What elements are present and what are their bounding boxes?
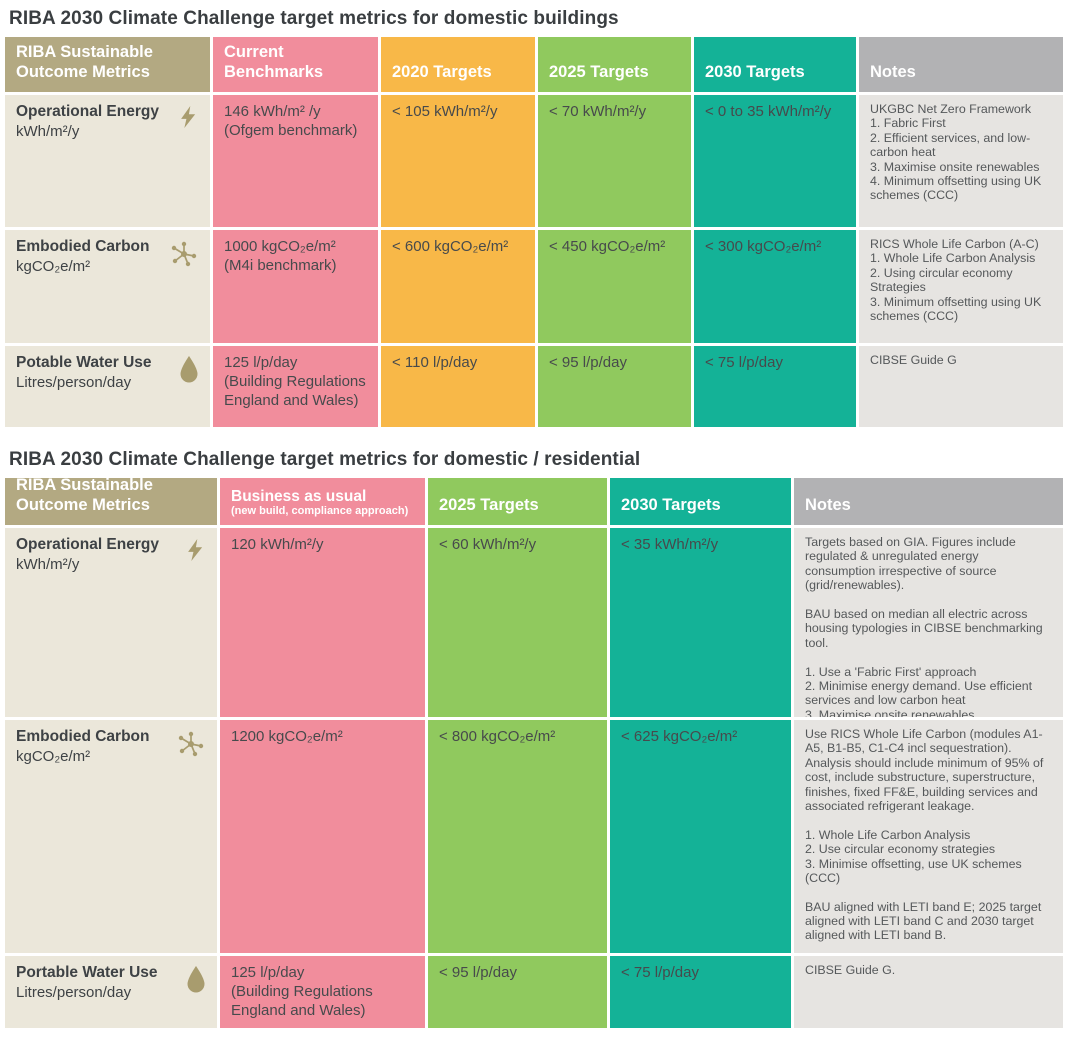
t1r0-2025-target-cell: < 70 kWh/m²/y: [538, 95, 691, 227]
t1-header-2030-targets: 2030 Targets: [694, 37, 856, 92]
metric-name: Operational Energy: [16, 536, 159, 553]
t1r0-benchmark-cell: 146 kWh/m² /y (Ofgem benchmark): [213, 95, 378, 227]
metric-unit: kWh/m²/y: [16, 555, 80, 573]
t2r2-2025-target-cell: < 95 l/p/day: [428, 956, 607, 1028]
t1r1-2025-target-cell: < 450 kgCO₂e/m²: [538, 230, 691, 343]
metric-name: Potable Water Use: [16, 354, 152, 371]
t1-header-metrics: RIBA Sustainable Outcome Metrics: [5, 37, 210, 92]
t2r2-2030-target-cell: < 75 l/p/day: [610, 956, 791, 1028]
t1-header-benchmarks: Current Benchmarks: [213, 37, 378, 92]
t1r1-2030-target-cell: < 300 kgCO₂e/m²: [694, 230, 856, 343]
t2r0-2030-target-cell: < 35 kWh/m²/y: [610, 528, 791, 717]
table-domestic-residential: RIBA Sustainable Outcome Metrics Busines…: [5, 478, 1063, 1028]
t2r2-bau-cell: 125 l/p/day (Building Regulations Englan…: [220, 956, 425, 1028]
t2r0-notes-cell: Targets based on GIA. Figures include re…: [794, 528, 1063, 717]
t2r1-metric-cell: Embodied Carbon kgCO₂e/m²: [5, 720, 217, 953]
t2-header-2025-targets: 2025 Targets: [428, 478, 607, 525]
metric-unit: kgCO₂e/m²: [16, 747, 91, 765]
t1r2-benchmark-cell: 125 l/p/day (Building Regulations Englan…: [213, 346, 378, 427]
t1r0-2020-target-cell: < 105 kWh/m²/y: [381, 95, 535, 227]
t1-header-notes: Notes: [859, 37, 1063, 92]
t1r2-metric-cell: Potable Water Use Litres/person/day: [5, 346, 210, 427]
t2-header-business-as-usual: Business as usual (new build, compliance…: [220, 478, 425, 525]
water-drop-icon: [186, 965, 206, 998]
metric-unit: Litres/person/day: [16, 983, 132, 1001]
metric-unit: Litres/person/day: [16, 373, 132, 391]
t1r0-metric-cell: Operational Energy kWh/m²/y: [5, 95, 210, 227]
t1-header-2025-targets: 2025 Targets: [538, 37, 691, 92]
table1-title: RIBA 2030 Climate Challenge target metri…: [9, 8, 619, 29]
t1r1-metric-cell: Embodied Carbon kgCO₂e/m²: [5, 230, 210, 343]
metric-name: Portable Water Use: [16, 964, 158, 981]
t2-header-2030-targets: 2030 Targets: [610, 478, 791, 525]
t2r1-2025-target-cell: < 800 kgCO₂e/m²: [428, 720, 607, 953]
lightning-icon: [184, 537, 206, 568]
t2r2-metric-cell: Portable Water Use Litres/person/day: [5, 956, 217, 1028]
lightning-icon: [177, 104, 199, 135]
molecule-icon: [176, 729, 206, 764]
t1r0-2030-target-cell: < 0 to 35 kWh/m²/y: [694, 95, 856, 227]
t2-header-metrics: RIBA Sustainable Outcome Metrics: [5, 478, 217, 525]
t1r0-notes-cell: UKGBC Net Zero Framework 1. Fabric First…: [859, 95, 1063, 227]
table2-title: RIBA 2030 Climate Challenge target metri…: [9, 449, 641, 470]
t2r0-metric-cell: Operational Energy kWh/m²/y: [5, 528, 217, 717]
metric-unit: kgCO₂e/m²: [16, 257, 91, 275]
bau-header-label: Business as usual: [231, 487, 367, 505]
t1r2-notes-cell: CIBSE Guide G: [859, 346, 1063, 427]
metric-name: Operational Energy: [16, 103, 159, 120]
metric-name: Embodied Carbon: [16, 238, 150, 255]
t2r0-bau-cell: 120 kWh/m²/y: [220, 528, 425, 717]
t1r2-2025-target-cell: < 95 l/p/day: [538, 346, 691, 427]
t2-header-notes: Notes: [794, 478, 1063, 525]
t1r1-benchmark-cell: 1000 kgCO₂e/m² (M4i benchmark): [213, 230, 378, 343]
t2r2-notes-cell: CIBSE Guide G.: [794, 956, 1063, 1028]
molecule-icon: [169, 239, 199, 274]
table-domestic-buildings: RIBA Sustainable Outcome Metrics Current…: [5, 37, 1063, 427]
metric-name: Embodied Carbon: [16, 728, 150, 745]
t1r2-2020-target-cell: < 110 l/p/day: [381, 346, 535, 427]
water-drop-icon: [179, 355, 199, 388]
bau-header-subtitle: (new build, compliance approach): [231, 504, 409, 517]
t1r1-2020-target-cell: < 600 kgCO₂e/m²: [381, 230, 535, 343]
t2r1-notes-cell: Use RICS Whole Life Carbon (modules A1-A…: [794, 720, 1063, 953]
t2r0-2025-target-cell: < 60 kWh/m²/y: [428, 528, 607, 717]
t2r1-bau-cell: 1200 kgCO₂e/m²: [220, 720, 425, 953]
t1-header-2020-targets: 2020 Targets: [381, 37, 535, 92]
t1r1-notes-cell: RICS Whole Life Carbon (A-C) 1. Whole Li…: [859, 230, 1063, 343]
t2r1-2030-target-cell: < 625 kgCO₂e/m²: [610, 720, 791, 953]
t1r2-2030-target-cell: < 75 l/p/day: [694, 346, 856, 427]
metric-unit: kWh/m²/y: [16, 122, 80, 140]
